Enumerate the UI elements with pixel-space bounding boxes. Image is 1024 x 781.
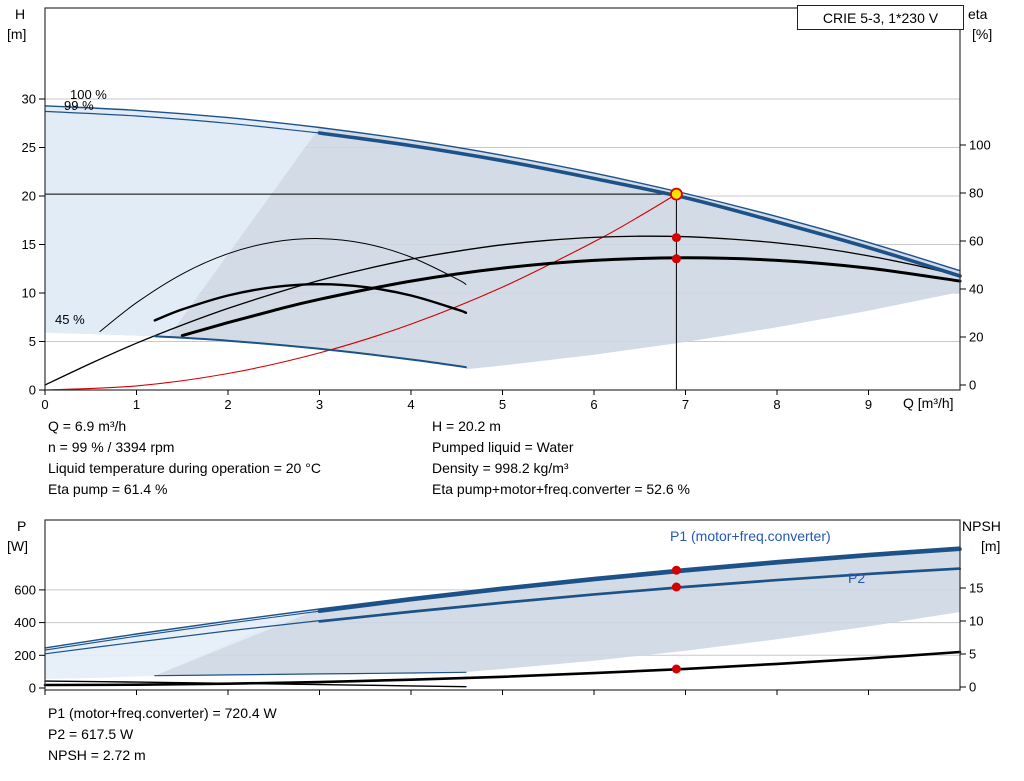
p1-99pct-curve	[317, 547, 962, 613]
result-npsh: NPSH = 2.72 m	[48, 747, 146, 763]
low-speed-wedge	[45, 105, 320, 337]
eta-total-point	[671, 254, 681, 264]
duty-point[interactable]	[670, 187, 683, 201]
p-axis-unit: [W]	[7, 538, 28, 554]
npsh-curve-curve	[43, 650, 962, 687]
y-left-tick-label: 600	[14, 582, 36, 597]
y-right-tick-label: 10	[969, 614, 983, 629]
result-speed: n = 99 % / 3394 rpm	[48, 439, 175, 455]
head-45pct-curve	[153, 335, 467, 369]
result-eta-pump: Eta pump = 61.4 %	[48, 481, 168, 497]
p1-99pct-left-curve	[44, 610, 321, 651]
x-tick-label: 6	[590, 397, 597, 412]
p-axis-name: P	[17, 518, 27, 534]
qh-plot: 0 5 10 15 20 25 30 0 20 40 60 80 100 0 1 2 3 4 5 6 7 8 9	[22, 7, 991, 412]
speed-label-99: 99 %	[64, 98, 94, 113]
x-tick-label: 2	[224, 397, 231, 412]
y-left-tick-label: 0	[29, 383, 36, 398]
head-99pct-curve	[317, 131, 962, 278]
x-tick-label: 9	[865, 397, 872, 412]
npsh-axis-unit: [m]	[981, 538, 1001, 554]
p2-point	[671, 582, 681, 592]
npsh-axis-name: NPSH	[962, 518, 1001, 534]
eta-pump-point	[671, 233, 681, 243]
y-right-tick-label: 80	[969, 186, 983, 201]
y-left-tick-label: 15	[22, 237, 36, 252]
y-right-tick-label: 40	[969, 282, 983, 297]
p1-100pct-curve	[44, 546, 961, 649]
x-tick-label: 7	[682, 397, 689, 412]
p2-curve-label: P2	[848, 570, 866, 586]
y-left-tick-label: 200	[14, 648, 36, 663]
y-right-tick-label: 20	[969, 330, 983, 345]
y-left-tick-label: 10	[22, 286, 36, 301]
eta-pump-curve	[44, 235, 961, 386]
x-tick-label: 3	[316, 397, 323, 412]
p1-point	[671, 565, 681, 575]
y-left-tick-label: 30	[22, 92, 36, 107]
x-tick-label: 0	[41, 397, 48, 412]
p1-curve-label: P1 (motor+freq.converter)	[670, 528, 831, 544]
y-left-tick-label: 5	[29, 334, 36, 349]
system-curve-curve	[44, 193, 677, 391]
y-right-tick-label: 15	[969, 581, 983, 596]
x-tick-label: 4	[407, 397, 414, 412]
npsh-point	[671, 664, 681, 674]
result-eta-total: Eta pump+motor+freq.converter = 52.6 %	[432, 481, 690, 497]
result-temperature: Liquid temperature during operation = 20…	[48, 460, 321, 476]
speed-label-100: 100 %	[70, 87, 107, 102]
x-tick-label: 1	[133, 397, 140, 412]
power-45pct-curve	[154, 671, 467, 677]
result-flow: Q = 6.9 m³/h	[48, 418, 127, 434]
p2-99pct-curve	[318, 567, 962, 623]
h-axis-unit: [m]	[7, 26, 27, 42]
power-envelope	[154, 547, 961, 676]
y-left-tick-label: 0	[29, 681, 36, 696]
head-100pct-curve	[44, 105, 961, 272]
eta-axis-name: eta	[968, 6, 988, 22]
eta-pump-motor-freq-curve	[180, 256, 962, 338]
speed-label-45: 45 %	[55, 312, 85, 327]
eta-axis-unit: [%]	[972, 26, 993, 42]
pump-model-box: CRIE 5-3, 1*230 V	[797, 5, 964, 30]
y-right-tick-label: 0	[969, 680, 976, 695]
power-low-wedge	[45, 609, 320, 679]
result-p1: P1 (motor+freq.converter) = 720.4 W	[48, 705, 277, 721]
y-right-tick-label: 0	[969, 378, 976, 393]
p_npsh-plot: 0 200 400 600 0 5 10 15	[14, 519, 983, 696]
result-liquid: Pumped liquid = Water	[432, 439, 574, 455]
y-right-tick-label: 60	[969, 234, 983, 249]
eta-pump-45pct-curve	[99, 238, 467, 332]
result-head: H = 20.2 m	[432, 418, 501, 434]
y-right-tick-label: 5	[969, 647, 976, 662]
q-axis-label: Q [m³/h]	[903, 395, 954, 411]
result-density: Density = 998.2 kg/m³	[432, 460, 569, 476]
eta-total-45pct-curve	[153, 282, 468, 322]
head-99pct-left-curve	[44, 110, 321, 134]
y-left-tick-label: 25	[22, 140, 36, 155]
result-p2: P2 = 617.5 W	[48, 726, 134, 742]
h-axis-name: H	[15, 6, 26, 22]
y-left-tick-label: 400	[14, 615, 36, 630]
y-right-tick-label: 100	[969, 138, 991, 153]
x-tick-label: 5	[499, 397, 506, 412]
x-tick-label: 8	[773, 397, 780, 412]
y-left-tick-label: 20	[22, 189, 36, 204]
